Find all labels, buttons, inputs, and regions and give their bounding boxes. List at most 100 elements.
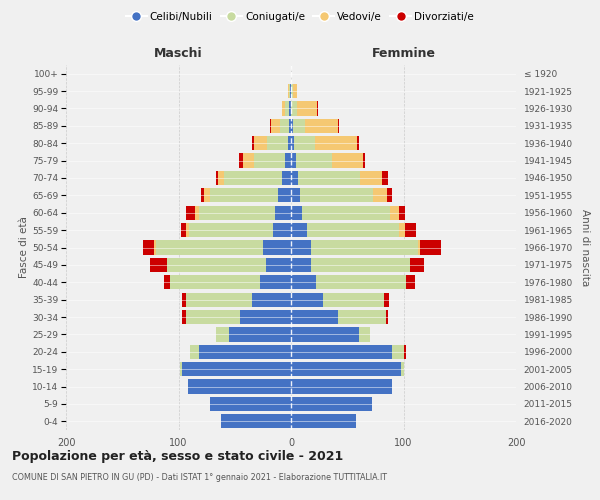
Bar: [199, 206, 275, 220]
Bar: [390, 206, 399, 220]
Bar: [401, 362, 404, 376]
Bar: [291, 118, 293, 133]
Bar: [275, 206, 291, 220]
Bar: [215, 171, 218, 185]
Y-axis label: Fasce di età: Fasce di età: [19, 216, 29, 278]
Bar: [290, 84, 291, 98]
Bar: [311, 258, 410, 272]
Bar: [239, 154, 242, 168]
Bar: [187, 380, 291, 394]
Bar: [300, 188, 373, 202]
Bar: [154, 240, 156, 254]
Y-axis label: Anni di nascita: Anni di nascita: [580, 209, 590, 286]
Bar: [404, 344, 406, 359]
Bar: [242, 154, 254, 168]
Bar: [210, 188, 277, 202]
Bar: [316, 275, 406, 289]
Bar: [280, 118, 289, 133]
Bar: [187, 206, 196, 220]
Bar: [187, 310, 241, 324]
Bar: [392, 344, 404, 359]
Bar: [291, 154, 296, 168]
Bar: [254, 136, 268, 150]
Bar: [386, 188, 392, 202]
Bar: [260, 275, 291, 289]
Bar: [305, 118, 338, 133]
Bar: [190, 344, 199, 359]
Bar: [291, 344, 392, 359]
Bar: [196, 206, 199, 220]
Bar: [291, 362, 401, 376]
Text: Femmine: Femmine: [371, 47, 436, 60]
Bar: [229, 328, 291, 342]
Bar: [143, 240, 154, 254]
Bar: [241, 310, 291, 324]
Bar: [291, 258, 311, 272]
Bar: [317, 102, 318, 116]
Legend: Celibi/Nubili, Coniugati/e, Vedovi/e, Divorziati/e: Celibi/Nubili, Coniugati/e, Vedovi/e, Di…: [122, 8, 478, 26]
Bar: [182, 310, 187, 324]
Bar: [210, 397, 291, 411]
Bar: [291, 136, 295, 150]
Bar: [187, 223, 188, 237]
Bar: [291, 397, 372, 411]
Bar: [291, 188, 300, 202]
Bar: [291, 223, 307, 237]
Bar: [386, 310, 388, 324]
Bar: [399, 206, 404, 220]
Bar: [373, 188, 386, 202]
Bar: [263, 240, 291, 254]
Bar: [179, 362, 182, 376]
Bar: [289, 102, 291, 116]
Bar: [291, 380, 392, 394]
Bar: [338, 118, 340, 133]
Bar: [385, 292, 389, 307]
Bar: [291, 275, 316, 289]
Bar: [291, 414, 356, 428]
Bar: [156, 240, 263, 254]
Bar: [151, 258, 167, 272]
Bar: [271, 118, 280, 133]
Bar: [291, 84, 293, 98]
Bar: [289, 84, 290, 98]
Bar: [311, 240, 418, 254]
Bar: [291, 102, 296, 116]
Bar: [399, 223, 404, 237]
Bar: [188, 223, 273, 237]
Bar: [181, 223, 187, 237]
Bar: [410, 258, 424, 272]
Bar: [268, 136, 287, 150]
Bar: [291, 240, 311, 254]
Bar: [218, 171, 223, 185]
Bar: [302, 206, 390, 220]
Text: COMUNE DI SAN PIETRO IN GU (PD) - Dati ISTAT 1° gennaio 2021 - Elaborazione TUTT: COMUNE DI SAN PIETRO IN GU (PD) - Dati I…: [12, 472, 387, 482]
Bar: [221, 414, 291, 428]
Bar: [293, 84, 296, 98]
Bar: [382, 171, 388, 185]
Bar: [254, 154, 286, 168]
Bar: [199, 344, 291, 359]
Bar: [187, 292, 251, 307]
Bar: [406, 275, 415, 289]
Bar: [404, 223, 416, 237]
Bar: [359, 171, 382, 185]
Bar: [269, 118, 271, 133]
Bar: [170, 275, 260, 289]
Bar: [273, 223, 291, 237]
Bar: [314, 136, 358, 150]
Bar: [286, 102, 289, 116]
Bar: [164, 275, 170, 289]
Bar: [291, 328, 359, 342]
Bar: [338, 310, 386, 324]
Bar: [289, 118, 291, 133]
Bar: [291, 206, 302, 220]
Bar: [167, 258, 266, 272]
Bar: [293, 118, 305, 133]
Bar: [307, 223, 399, 237]
Text: Popolazione per età, sesso e stato civile - 2021: Popolazione per età, sesso e stato civil…: [12, 450, 343, 463]
Bar: [296, 154, 331, 168]
Bar: [291, 310, 338, 324]
Bar: [291, 292, 323, 307]
Bar: [182, 292, 187, 307]
Bar: [421, 240, 440, 254]
